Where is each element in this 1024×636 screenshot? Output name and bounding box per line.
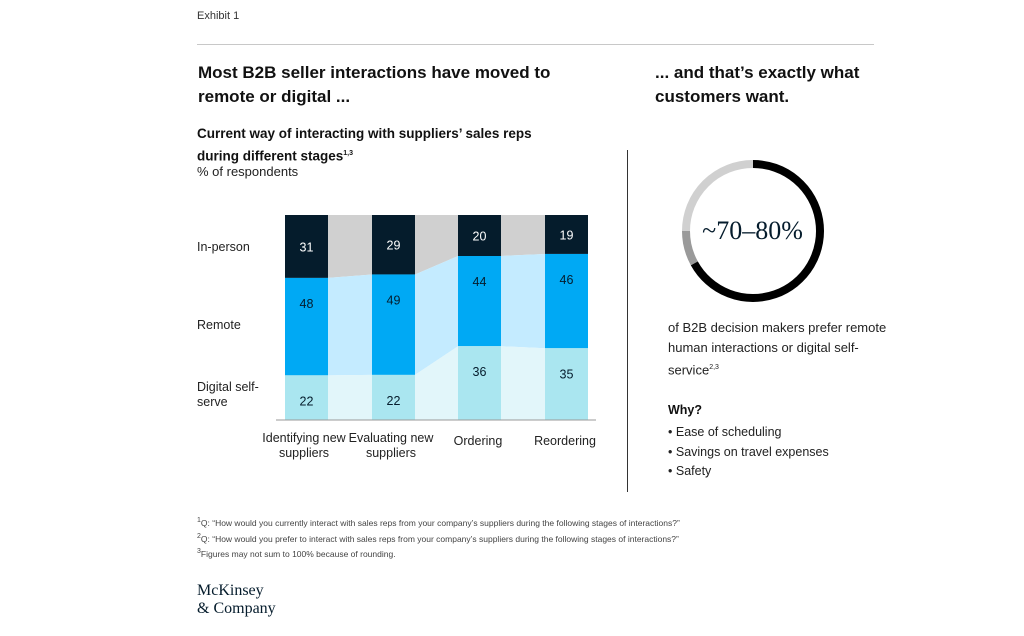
- why-list: Ease of scheduling Savings on travel exp…: [668, 423, 829, 482]
- mckinsey-logo: McKinsey & Company: [197, 582, 276, 618]
- why-title: Why?: [668, 403, 703, 417]
- flow-band-digital: [328, 374, 372, 420]
- data-label-remote: 46: [560, 273, 574, 287]
- vertical-divider: [627, 150, 628, 492]
- data-label-digital: 35: [560, 367, 574, 381]
- chart-subtitle: Current way of interacting with supplier…: [197, 124, 577, 167]
- why-item: Safety: [668, 462, 829, 482]
- data-label-remote: 44: [473, 275, 487, 289]
- footnote-1-num: 1: [197, 517, 201, 524]
- chart-units: % of respondents: [197, 164, 299, 179]
- bar-segment-remote: [285, 277, 328, 376]
- preference-note-sup: 2,3: [709, 364, 719, 371]
- preference-note: of B2B decision makers prefer remote hum…: [668, 318, 888, 380]
- logo-line-1: McKinsey: [197, 582, 264, 599]
- bar-segment-in-person: [458, 215, 501, 256]
- bar-segment-digital: [545, 348, 588, 420]
- logo-line-2: & Company: [197, 600, 276, 617]
- data-label-digital: 22: [387, 394, 401, 408]
- headline-right: ... and that’s exactly what customers wa…: [655, 63, 860, 106]
- chart-subtitle-text: Current way of interacting with supplier…: [197, 126, 532, 164]
- footnote-2-text: Q: “How would you prefer to interact wit…: [200, 533, 679, 544]
- row-label-remote: Remote: [197, 318, 241, 332]
- bar-segment-in-person: [285, 215, 328, 278]
- flow-band-digital: [501, 346, 545, 420]
- bar-segment-digital: [458, 346, 501, 420]
- top-divider: [197, 44, 874, 45]
- exhibit-label: Exhibit 1: [197, 10, 240, 22]
- bar-segment-in-person: [545, 215, 588, 254]
- flow-band-remote: [501, 253, 545, 349]
- bar-segment-remote: [372, 274, 415, 375]
- footnote-1: 1Q: “How would you currently interact wi…: [197, 515, 680, 529]
- footnote-3: 3Figures may not sum to 100% because of …: [197, 546, 396, 560]
- bar-segment-remote: [458, 256, 501, 347]
- footnote-3-num: 3: [197, 548, 201, 555]
- bar-segment-in-person: [372, 215, 415, 275]
- ring-arc-range: [682, 230, 698, 266]
- why-item: Ease of scheduling: [668, 423, 829, 443]
- headline-left: Most B2B seller interactions have moved …: [198, 63, 551, 106]
- row-label-digital: Digital self-serve: [197, 380, 259, 409]
- flow-band-in-person: [415, 215, 458, 275]
- footnote-2: 2Q: “How would you prefer to interact wi…: [197, 531, 679, 545]
- x-label-reordering: Reordering: [534, 434, 596, 448]
- preference-note-text: of B2B decision makers prefer remote hum…: [668, 320, 887, 378]
- data-label-digital: 36: [473, 365, 487, 379]
- row-label-in-person: In-person: [197, 240, 250, 254]
- stacked-bar-chart: 31 48 22 29 49 22 20 44 36 19 46 35: [276, 215, 596, 421]
- ring-label: ~70–80%: [702, 216, 803, 245]
- ring-arc-rest: [682, 160, 754, 232]
- ring-arc-value: [690, 160, 824, 302]
- data-label-in-person: 29: [387, 239, 401, 253]
- bar-segment-remote: [545, 253, 588, 349]
- x-label-evaluating: Evaluating new suppliers: [348, 431, 434, 460]
- bar-segment-digital: [285, 375, 328, 420]
- data-label-in-person: 31: [300, 240, 314, 254]
- flow-band-digital: [415, 346, 458, 420]
- chart-subtitle-sup: 1,3: [343, 150, 353, 157]
- data-label-remote: 48: [300, 297, 314, 311]
- footnote-2-num: 2: [197, 533, 201, 540]
- why-item: Savings on travel expenses: [668, 443, 829, 463]
- footnote-1-text: Q: “How would you currently interact wit…: [200, 517, 680, 528]
- bar-segment-digital: [372, 374, 415, 420]
- flow-band-in-person: [501, 215, 545, 256]
- preference-ring: [682, 160, 824, 302]
- x-label-ordering: Ordering: [453, 434, 503, 448]
- data-label-digital: 22: [300, 394, 314, 408]
- x-label-identifying: Identifying new suppliers: [262, 431, 346, 460]
- data-label-in-person: 20: [473, 230, 487, 244]
- flow-band-remote: [328, 274, 372, 376]
- flow-band-in-person: [328, 215, 372, 278]
- data-label-remote: 49: [387, 293, 401, 307]
- data-label-in-person: 19: [560, 228, 574, 242]
- flow-band-remote: [415, 256, 458, 375]
- footnote-3-text: Figures may not sum to 100% because of r…: [200, 548, 396, 559]
